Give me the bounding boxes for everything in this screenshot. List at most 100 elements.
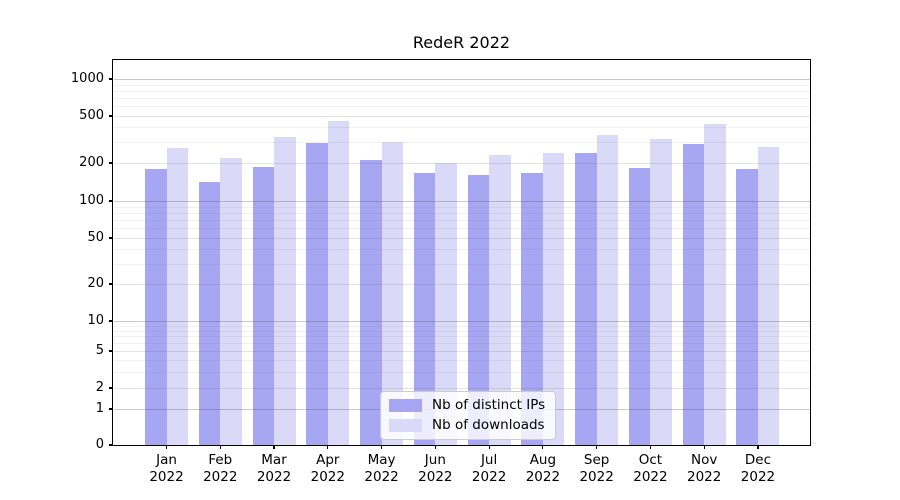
x-tick-year: 2022 xyxy=(579,469,614,485)
y-tick-label: 10 xyxy=(87,313,104,328)
gridline xyxy=(113,238,810,239)
x-tick-mark xyxy=(273,445,275,449)
x-tick-year: 2022 xyxy=(633,469,668,485)
x-tick-year: 2022 xyxy=(364,469,399,485)
x-tick-label-feb: Feb 2022 xyxy=(190,452,250,486)
gridline xyxy=(113,116,810,117)
bar-sep-downloads xyxy=(596,135,619,445)
gridline xyxy=(113,79,810,80)
x-tick-year: 2022 xyxy=(310,469,345,485)
x-tick-mark xyxy=(596,445,598,449)
gridline xyxy=(113,106,810,108)
bar-jul-downloads xyxy=(489,154,511,445)
x-tick-year: 2022 xyxy=(203,469,238,485)
bar-mar-distinct-ips xyxy=(252,167,275,445)
gridline xyxy=(113,388,810,389)
bar-oct-distinct-ips xyxy=(628,167,651,445)
plot-area xyxy=(112,59,812,447)
gridline xyxy=(113,220,810,222)
gridline xyxy=(113,336,810,338)
x-tick-month: Mar xyxy=(261,452,287,468)
x-tick-year: 2022 xyxy=(687,469,722,485)
legend-swatch-distinct-ips xyxy=(389,398,422,412)
bar-may-downloads xyxy=(381,142,404,445)
x-tick-label-dec: Dec 2022 xyxy=(728,452,788,486)
x-tick-month: Dec xyxy=(744,452,772,468)
legend-swatch-downloads xyxy=(389,418,422,432)
bar-jan-distinct-ips xyxy=(145,169,167,445)
bar-nov-downloads xyxy=(704,124,726,445)
bar-dec-downloads xyxy=(757,147,780,445)
gridline xyxy=(113,360,810,361)
bar-aug-downloads xyxy=(542,153,565,445)
bar-apr-distinct-ips xyxy=(306,143,328,445)
y-tick-label: 5 xyxy=(95,343,104,358)
y-tick-label: 2 xyxy=(95,380,104,395)
x-tick-month: Jan xyxy=(156,452,177,468)
x-tick-label-jun: Jun 2022 xyxy=(405,452,465,486)
x-tick-month: Feb xyxy=(208,452,233,468)
x-tick-mark xyxy=(380,445,383,449)
gridline xyxy=(113,371,810,373)
bar-jul-distinct-ips xyxy=(467,174,490,445)
gridline xyxy=(113,127,810,129)
x-tick-mark xyxy=(757,445,759,449)
gridline xyxy=(113,212,810,214)
gridline xyxy=(113,249,810,251)
x-tick-month: Nov xyxy=(691,452,718,468)
gridline xyxy=(113,90,810,92)
x-tick-month: Apr xyxy=(316,452,340,468)
x-tick-month: May xyxy=(367,452,396,468)
x-tick-label-apr: Apr 2022 xyxy=(298,452,358,486)
x-tick-month: Oct xyxy=(638,452,663,468)
gridline xyxy=(113,321,810,322)
bar-jun-distinct-ips xyxy=(413,172,436,445)
y-tick-label: 50 xyxy=(87,230,104,245)
x-tick-year: 2022 xyxy=(256,469,292,485)
y-tick-mark xyxy=(109,387,113,389)
y-tick-label: 0 xyxy=(95,437,104,452)
gridline xyxy=(113,284,810,285)
bar-nov-distinct-ips xyxy=(682,143,705,445)
y-tick-mark xyxy=(109,444,113,446)
gridline xyxy=(113,206,810,208)
bar-feb-distinct-ips xyxy=(198,181,221,445)
y-tick-mark xyxy=(109,408,113,410)
y-tick-mark xyxy=(109,283,113,285)
x-tick-label-aug: Aug 2022 xyxy=(513,452,573,486)
y-tick-label: 200 xyxy=(79,155,104,170)
y-tick-label: 1 xyxy=(95,401,104,416)
y-tick-mark xyxy=(109,115,113,117)
x-tick-year: 2022 xyxy=(418,469,453,485)
bar-feb-downloads xyxy=(220,157,242,445)
bar-jun-downloads xyxy=(435,163,457,445)
x-tick-label-may: May 2022 xyxy=(352,452,412,486)
x-tick-mark xyxy=(703,445,705,449)
x-tick-mark xyxy=(649,445,652,449)
x-tick-mark xyxy=(434,445,436,449)
gridline xyxy=(113,330,810,332)
y-tick-mark xyxy=(109,78,113,80)
x-tick-mark xyxy=(327,445,329,449)
x-tick-label-sep: Sep 2022 xyxy=(567,452,627,486)
bar-may-distinct-ips xyxy=(360,159,382,445)
gridline xyxy=(113,263,810,265)
gridline xyxy=(113,201,810,202)
bar-dec-distinct-ips xyxy=(736,169,758,445)
bar-aug-distinct-ips xyxy=(521,173,543,445)
y-tick-mark xyxy=(109,162,113,164)
x-tick-month: Jun xyxy=(424,452,446,468)
y-tick-mark xyxy=(109,200,113,202)
bar-oct-downloads xyxy=(650,139,672,445)
gridline xyxy=(113,228,810,230)
y-tick-mark xyxy=(109,320,113,322)
x-tick-mark xyxy=(165,445,168,449)
x-tick-mark xyxy=(542,445,544,449)
y-tick-mark xyxy=(109,350,113,352)
gridline xyxy=(113,163,810,164)
x-tick-mark xyxy=(488,445,490,449)
legend-item-downloads: Nb of downloads xyxy=(389,417,545,433)
gridline xyxy=(113,84,810,86)
x-tick-label-mar: Mar 2022 xyxy=(244,452,304,486)
